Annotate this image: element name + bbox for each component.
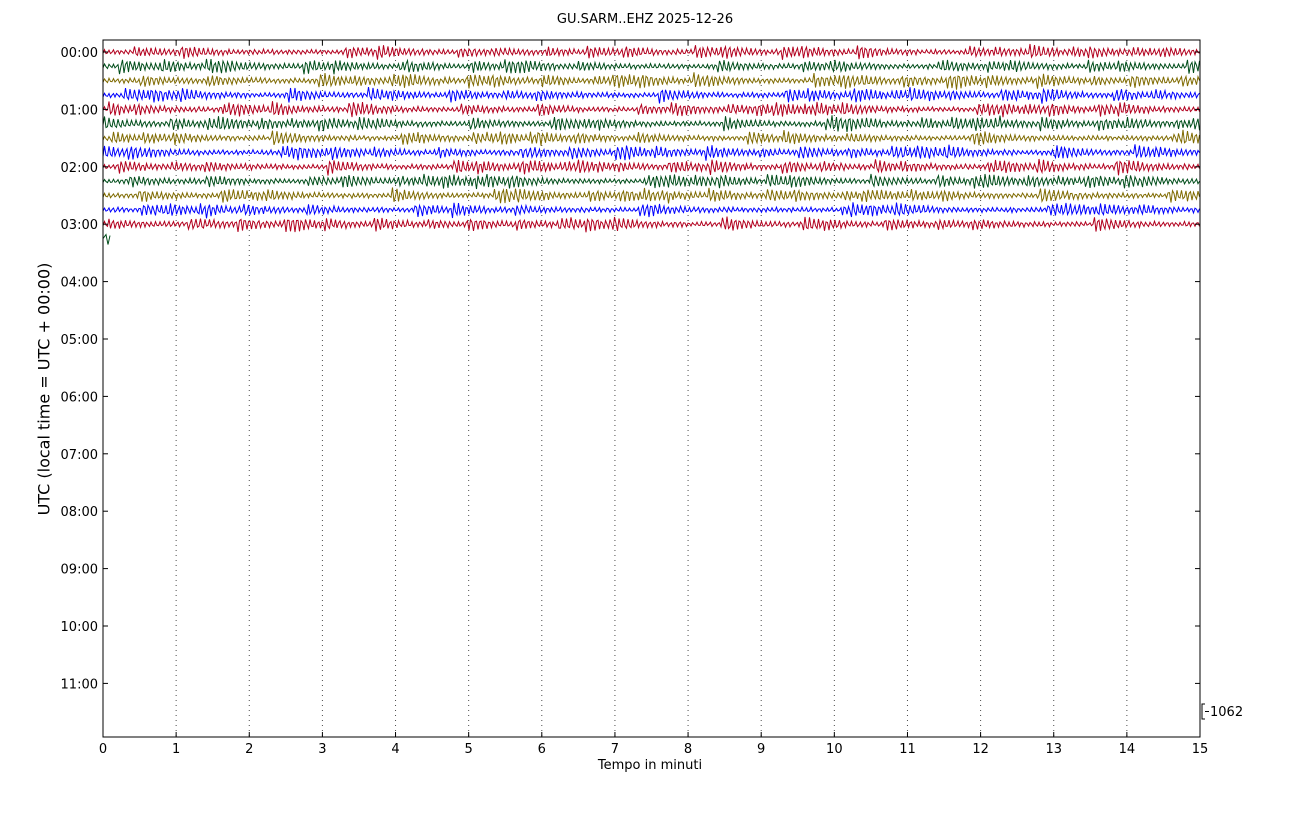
- seismic-trace: [102, 87, 1200, 104]
- seismic-trace: [102, 187, 1200, 204]
- plot-frame: [102, 39, 1201, 738]
- x-tick-label: 0: [99, 742, 107, 757]
- y-tick-label: 10:00: [61, 620, 98, 635]
- y-tick-label: 09:00: [61, 563, 98, 578]
- y-tick-label: 02:00: [61, 161, 98, 176]
- seismic-trace: [102, 43, 1200, 60]
- chart-title: GU.SARM..EHZ 2025-12-26: [556, 12, 734, 27]
- amplitude-scale-label: 1062: [1210, 705, 1244, 720]
- y-tick-label: 00:00: [61, 46, 98, 61]
- seismic-trace: [102, 72, 1200, 90]
- y-tick-label: 06:00: [61, 390, 98, 405]
- seismic-trace: [102, 202, 1200, 219]
- seismic-trace: [102, 129, 1200, 146]
- x-tick-label: 9: [757, 742, 765, 757]
- y-tick-label: 01:00: [61, 103, 98, 118]
- x-tick-label: 15: [1192, 742, 1209, 757]
- seismic-trace: [102, 173, 1200, 190]
- seismic-trace: [102, 216, 1200, 233]
- x-tick-label: 8: [684, 742, 692, 757]
- y-tick-label: 08:00: [61, 505, 98, 520]
- x-tick-label: 11: [899, 742, 916, 757]
- x-tick-label: 5: [465, 742, 473, 757]
- y-tick-label: 11:00: [61, 677, 98, 692]
- x-tick-label: 1: [172, 742, 180, 757]
- x-tick-label: 4: [391, 742, 399, 757]
- y-tick-label: 05:00: [61, 333, 98, 348]
- y-tick-label: 04:00: [61, 276, 98, 291]
- x-tick-label: 2: [245, 742, 253, 757]
- seismic-trace: [102, 158, 1200, 176]
- seismic-trace: [102, 144, 1200, 161]
- seismic-trace: [102, 101, 1200, 118]
- x-tick-label: 3: [318, 742, 326, 757]
- x-axis-label: Tempo in minuti: [597, 758, 703, 773]
- y-axis-label: UTC (local time = UTC + 00:00): [34, 262, 54, 516]
- seismic-trace: [102, 233, 111, 245]
- y-tick-label: 03:00: [61, 218, 98, 233]
- x-tick-label: 6: [538, 742, 546, 757]
- x-tick-label: 10: [826, 742, 843, 757]
- y-tick-label: 07:00: [61, 448, 98, 463]
- x-tick-label: 13: [1045, 742, 1062, 757]
- x-tick-label: 14: [1119, 742, 1136, 757]
- amplitude-scale-bracket: [1201, 703, 1205, 720]
- x-tick-label: 12: [972, 742, 989, 757]
- seismic-trace: [102, 58, 1200, 75]
- seismic-trace: [102, 115, 1200, 132]
- x-tick-label: 7: [611, 742, 619, 757]
